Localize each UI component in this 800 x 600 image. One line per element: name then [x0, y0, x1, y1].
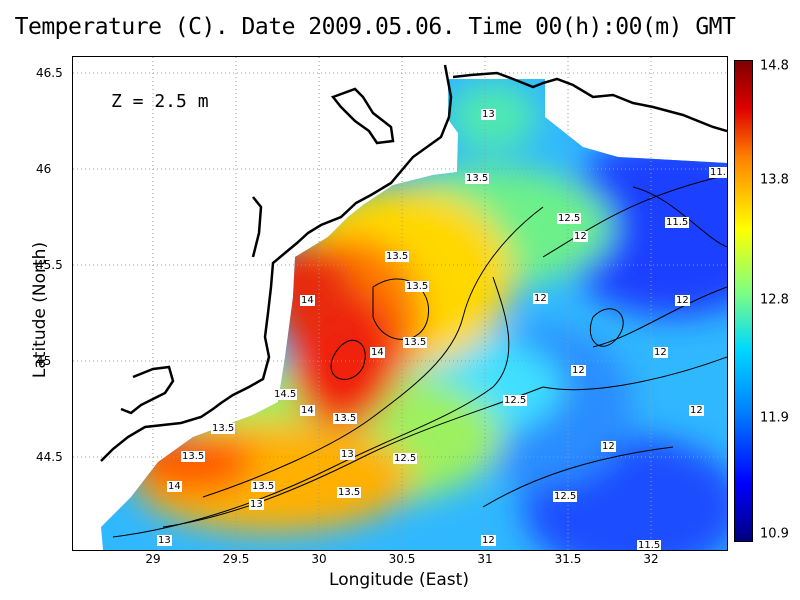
contour-lines: [112, 174, 727, 538]
contour-label: 12: [653, 347, 668, 358]
depth-label: Z = 2.5 m: [111, 91, 209, 112]
contour-label: 12: [689, 405, 704, 416]
contour-label: 13.5: [385, 251, 410, 262]
contour-label: 12.5: [557, 213, 582, 224]
map-title: Temperature (C). Date 2009.05.06. Time 0…: [14, 14, 736, 40]
contour-label: 11.: [709, 167, 727, 178]
contour-label: 13.5: [403, 337, 428, 348]
contour-label: 12.5: [393, 453, 418, 464]
contour-label: 13.5: [333, 413, 358, 424]
contour-label: 13: [481, 109, 496, 120]
colorbar-tick: 12.8: [760, 292, 789, 308]
x-tick: 29: [145, 552, 161, 566]
contour-label: 12: [571, 365, 586, 376]
colorbar: [734, 60, 753, 542]
contour-label: 12.5: [553, 491, 578, 502]
contour-label: 12.5: [503, 395, 528, 406]
colorbar-tick: 11.9: [760, 410, 789, 426]
contour-label: 14: [167, 481, 182, 492]
y-tick: 46.5: [36, 66, 63, 80]
contour-label: 12: [533, 293, 548, 304]
map-plot-area: Z = 2.5 m 13 13.5 11. 11.5 12.5 12 13.5 …: [72, 56, 728, 551]
contour-label: 13.5: [181, 451, 206, 462]
contour-label: 13: [249, 499, 264, 510]
contour-label: 13: [340, 449, 355, 460]
contour-label: 13.5: [251, 481, 276, 492]
x-tick: 32: [643, 552, 659, 566]
contour-label: 14: [300, 295, 315, 306]
x-tick: 29.5: [222, 552, 250, 566]
contour-label: 13.5: [465, 173, 490, 184]
x-axis-label: Longitude (East): [329, 570, 469, 590]
y-axis-label: Latitude (North): [30, 241, 50, 379]
contour-label: 13.5: [337, 487, 362, 498]
y-tick: 46: [36, 162, 52, 176]
y-tick: 45.5: [36, 258, 63, 272]
x-tick: 31: [477, 552, 493, 566]
contour-label: 14.5: [273, 389, 298, 400]
y-tick: 44.5: [36, 450, 63, 464]
temperature-field: [73, 57, 727, 550]
contour-label: 12: [601, 441, 616, 452]
coastline: [100, 64, 727, 462]
contour-label: 13: [157, 535, 172, 546]
contour-label: 12: [573, 231, 588, 242]
contour-label: 11.5: [637, 540, 662, 551]
contour-label: 12: [675, 295, 690, 306]
contour-label: 11.5: [665, 217, 690, 228]
contour-label: 12: [481, 535, 496, 546]
contour-label: 13.5: [211, 423, 236, 434]
contour-label: 14: [300, 405, 315, 416]
x-tick: 30: [311, 552, 327, 566]
colorbar-tick: 10.9: [760, 526, 789, 542]
colorbar-tick: 14.8: [760, 58, 789, 74]
x-tick: 30.5: [388, 552, 416, 566]
x-tick: 31.5: [554, 552, 582, 566]
colorbar-tick: 13.8: [760, 172, 789, 188]
y-tick: 45: [36, 354, 52, 368]
contour-label: 13.5: [405, 281, 430, 292]
contour-label: 14: [370, 347, 385, 358]
